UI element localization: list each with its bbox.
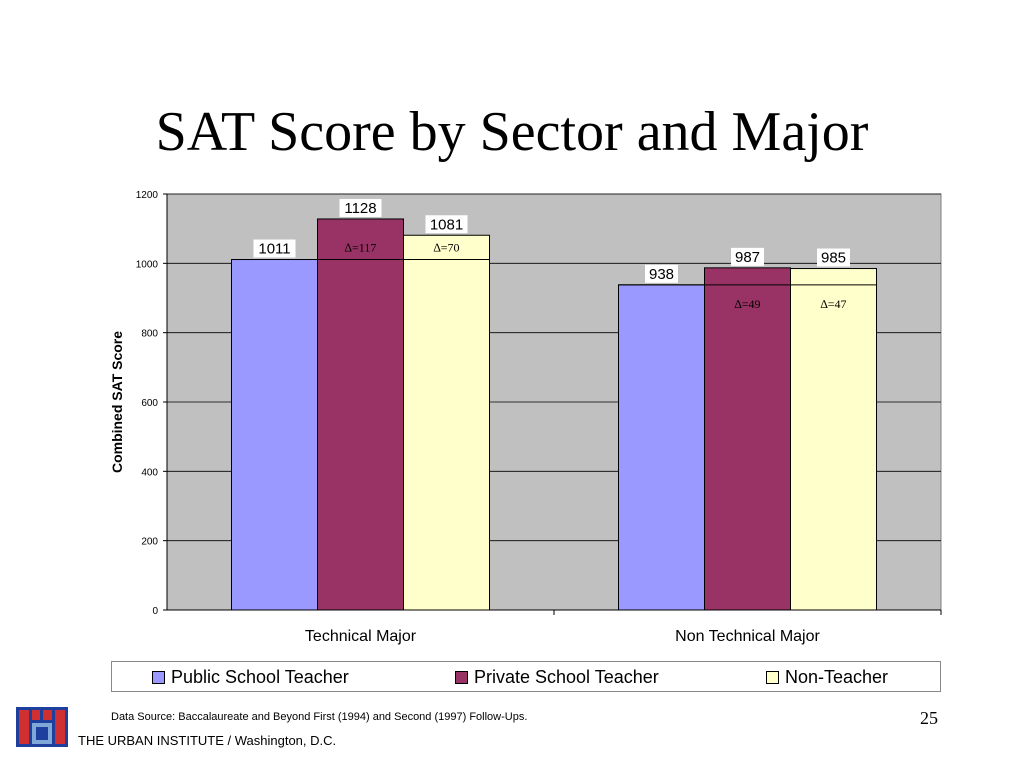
bar: [403, 234, 490, 611]
organization-label: THE URBAN INSTITUTE / Washington, D.C.: [78, 733, 337, 748]
legend-label-private: Private School Teacher: [474, 667, 659, 687]
y-tick-label: 1000: [136, 259, 159, 270]
data-label-box: [731, 247, 764, 266]
data-label-box: [339, 198, 382, 217]
urban-institute-logo-icon: [16, 707, 68, 747]
bar-chart: 0 200 400 600 800 1000 1200 Combined SAT Score T…: [109, 190, 942, 645]
legend-label-nonteacher: Non-Teacher: [785, 667, 889, 687]
legend-swatch-public: [152, 671, 165, 684]
bar: [231, 259, 318, 611]
data-label: 987: [735, 249, 760, 266]
difference-annotation: ∆=117: [345, 241, 377, 255]
bar: [618, 284, 705, 611]
page-title: SAT Score by Sector and Major: [155, 101, 869, 163]
data-source-note: Data Source: Baccalaureate and Beyond Fi…: [111, 711, 528, 723]
legend-swatch-nonteacher: [766, 671, 779, 684]
x-tick-label: Technical Major: [305, 628, 417, 645]
data-label: 938: [649, 266, 674, 283]
chart-legend: Public School Teacher Private School Tea…: [111, 661, 941, 692]
difference-annotation: ∆=47: [820, 297, 846, 311]
y-axis-title: Combined SAT Score: [109, 331, 125, 473]
y-tick-label: 200: [141, 537, 158, 548]
bar: [790, 268, 877, 611]
bar: [704, 267, 791, 611]
slide-number: 25: [920, 708, 938, 728]
legend-swatch-private: [455, 671, 468, 684]
difference-annotation: ∆=70: [433, 241, 459, 255]
difference-annotation: ∆=49: [734, 297, 760, 311]
data-label-box: [645, 264, 678, 283]
y-tick-label: 0: [152, 606, 158, 617]
data-label: 1128: [344, 200, 376, 217]
x-tick-label: Non Technical Major: [675, 628, 820, 645]
data-label: 1081: [430, 216, 463, 233]
y-tick-label: 800: [141, 329, 158, 340]
y-tick-label: 400: [141, 467, 158, 478]
bar: [317, 218, 404, 611]
y-tick-label: 600: [141, 398, 158, 409]
legend-item-public: Public School Teacher: [152, 667, 349, 688]
data-label: 985: [821, 250, 846, 267]
legend-item-nonteacher: Non-Teacher: [766, 667, 888, 688]
data-label-box: [817, 248, 850, 267]
legend-item-private: Private School Teacher: [455, 667, 659, 688]
data-label-box: [425, 215, 468, 234]
data-label-box: [253, 239, 296, 258]
y-tick-label: 1200: [136, 190, 159, 201]
legend-label-public: Public School Teacher: [171, 667, 349, 687]
data-label: 1011: [258, 241, 290, 258]
